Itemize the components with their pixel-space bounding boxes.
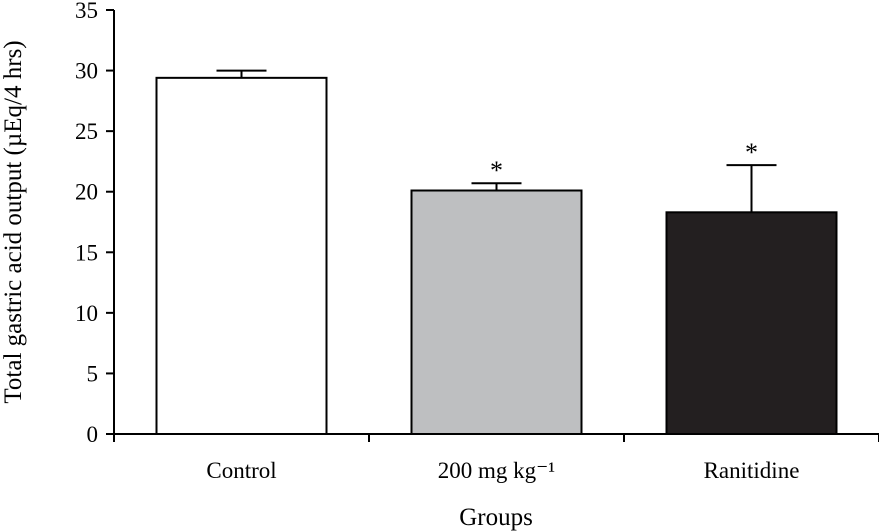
y-tick-label-5: 5 (87, 361, 99, 386)
x-axis (113, 433, 879, 442)
category-label-0: Control (206, 458, 276, 483)
y-ticks: 0 5 10 15 20 25 30 35 (75, 0, 114, 447)
category-label-1: 200 mg kg⁻¹ (438, 458, 556, 483)
significance-marker-2: * (745, 138, 758, 167)
x-axis-title: Groups (459, 504, 533, 531)
y-tick-label-10: 10 (75, 301, 98, 326)
bar-group-0 (155, 69, 328, 435)
bar-group-2: * (665, 138, 838, 435)
y-tick-label-20: 20 (75, 180, 98, 205)
bar-2 (665, 211, 838, 435)
y-tick-label-30: 30 (75, 59, 98, 84)
category-label-2: Ranitidine (704, 458, 800, 483)
y-tick-label-35: 35 (75, 0, 98, 23)
x-ticks (113, 434, 879, 442)
y-tick-label-25: 25 (75, 119, 98, 144)
y-tick-label-15: 15 (75, 240, 98, 265)
y-axis: 0 5 10 15 20 25 30 35 (75, 0, 115, 447)
bar-1 (410, 189, 583, 435)
y-tick-label-0: 0 (87, 422, 99, 447)
y-axis-title: Total gastric acid output (µEq/4 hrs) (0, 40, 27, 403)
bars: ** (155, 69, 838, 435)
bar-group-1: * (410, 156, 583, 435)
significance-marker-1: * (490, 156, 503, 185)
category-labels: Control 200 mg kg⁻¹ Ranitidine (206, 458, 799, 483)
bar-0 (155, 76, 328, 435)
